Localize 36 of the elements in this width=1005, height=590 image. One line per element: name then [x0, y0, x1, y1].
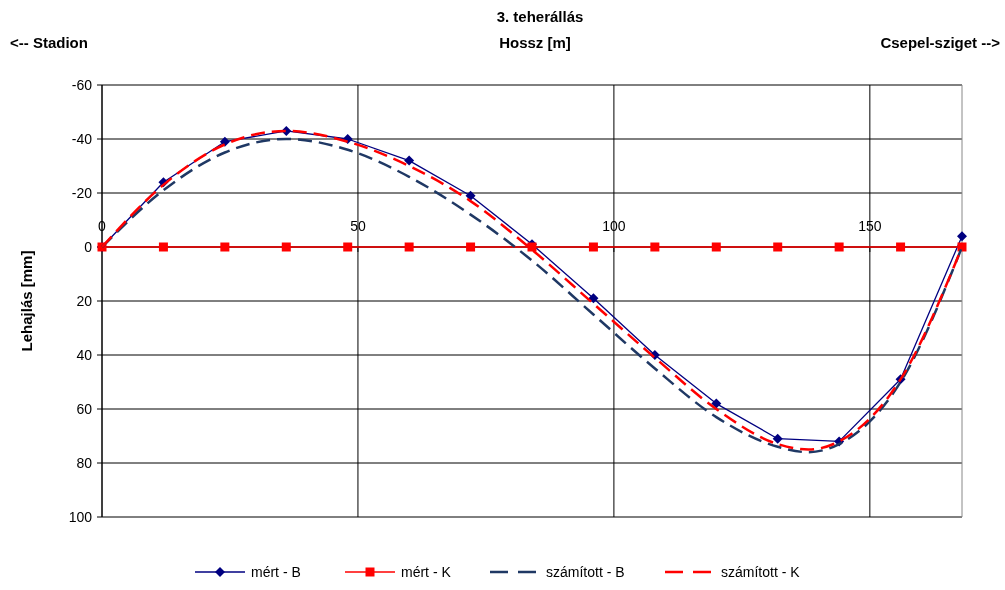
point [588, 242, 598, 252]
point [465, 190, 476, 201]
point [220, 242, 230, 252]
y-tick-label: 40 [76, 347, 93, 363]
legend-label: számított - B [546, 564, 625, 580]
point [896, 242, 906, 252]
y-tick-label: -60 [71, 77, 93, 93]
legend-label: mért - B [251, 564, 301, 580]
point [404, 242, 414, 252]
point [772, 433, 783, 444]
chart-title: 3. teherállás [496, 8, 584, 25]
text: <-- Stadion [10, 34, 88, 51]
text: Csepel-sziget --> [880, 34, 1001, 51]
y-tick-label: 80 [76, 455, 93, 471]
point [650, 242, 660, 252]
x-axis-title: Hossz [m] [499, 34, 571, 51]
y-tick-label: 20 [76, 293, 93, 309]
legend-label: mért - K [401, 564, 452, 580]
point [219, 136, 230, 147]
point [158, 242, 168, 252]
y-tick-label: 100 [68, 509, 93, 525]
y-axis-title: Lehajlás [mm] [18, 250, 35, 352]
point [957, 231, 967, 242]
point [343, 242, 353, 252]
point [404, 155, 415, 166]
point [773, 242, 783, 252]
y-tick-label: -40 [71, 131, 93, 147]
y-tick-label: 0 [84, 239, 93, 255]
y-tick-label: 60 [76, 401, 93, 417]
legend-label: számított - K [721, 564, 801, 580]
y-tick-label: -20 [71, 185, 93, 201]
point [834, 242, 844, 252]
point [281, 242, 291, 252]
point [466, 242, 476, 252]
point [711, 242, 721, 252]
point [588, 293, 599, 304]
